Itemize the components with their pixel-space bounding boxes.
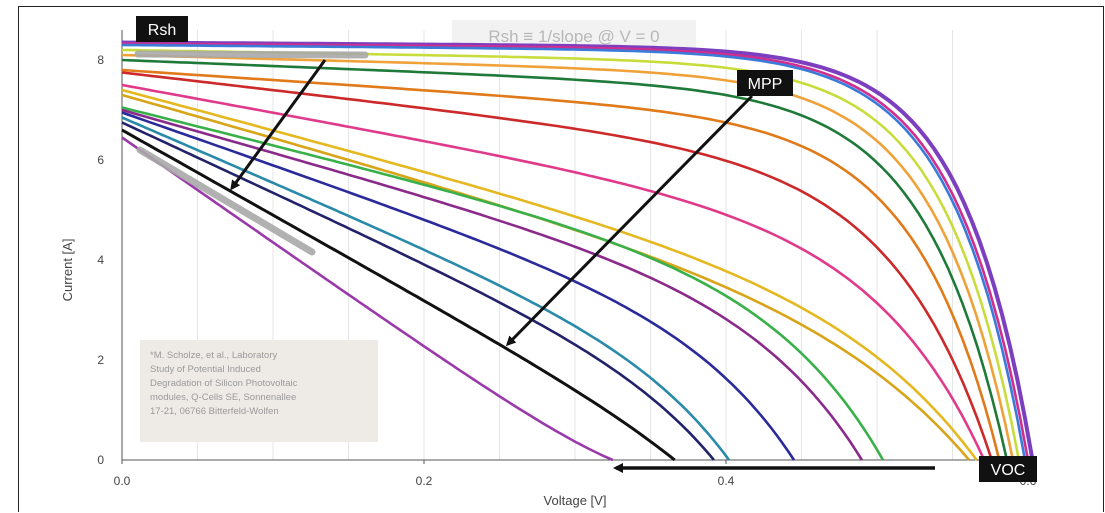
x-tick-label: 0.2 <box>416 474 433 488</box>
rsh-arrow <box>230 59 327 191</box>
x-tick-label: 0.4 <box>718 474 735 488</box>
mpp-tag: MPP <box>748 76 783 93</box>
x-axis-title: Voltage [V] <box>544 493 607 508</box>
iv-curve-line <box>121 58 1009 461</box>
y-tick-label: 2 <box>97 353 104 367</box>
iv-curve-line <box>121 43 1027 461</box>
iv-curves <box>121 40 1035 462</box>
voc-tag-box <box>979 456 1037 482</box>
y-tick-label: 4 <box>97 253 104 267</box>
reference-line-3: Degradation of Silicon Photovoltaic <box>150 378 298 389</box>
iv-curve-line <box>121 116 731 461</box>
iv-curve-line <box>121 68 1001 461</box>
rsh-highlight-bottom <box>136 146 316 256</box>
mpp-tag-box <box>737 70 793 96</box>
iv-curve-line <box>121 71 994 461</box>
y-tick-label: 6 <box>97 153 104 167</box>
reference-line-1: *M. Scholze, et al., Laboratory <box>150 350 278 361</box>
y-tick-label: 8 <box>97 53 104 67</box>
iv-curve-line <box>121 88 978 461</box>
x-tick-labels: 0.00.20.40.6 <box>114 460 1037 488</box>
iv-curve-line <box>121 111 796 461</box>
rsh-tag-box <box>136 16 188 42</box>
reference-line-5: 17-21, 06766 Bitterfeld-Wolfen <box>150 406 279 417</box>
iv-curve-line <box>121 106 885 461</box>
iv-curve-line <box>121 42 1030 461</box>
formula-label: Rsh ≡ 1/slope @ V = 0 <box>488 27 659 46</box>
iv-curve-line <box>121 108 863 461</box>
y-tick-label: 0 <box>97 453 104 467</box>
rsh-tag: Rsh <box>148 22 176 39</box>
y-tick-labels: 0 2 4 6 8 <box>97 53 104 467</box>
iv-curve-line <box>121 128 676 462</box>
iv-curve-line <box>121 53 1015 461</box>
voc-tag: VOC <box>991 462 1026 479</box>
reference-line-2: Study of Potential Induced <box>150 364 261 375</box>
y-axis-title: Current [A] <box>60 239 75 302</box>
reference-line-4: modules, Q-Cells SE, Sonnenallee <box>150 392 296 403</box>
iv-curve-line <box>121 121 715 461</box>
mpp-arrow <box>505 94 754 347</box>
x-tick-label: 0.0 <box>114 474 131 488</box>
reference-box <box>140 340 378 442</box>
iv-curve-line <box>121 83 986 461</box>
iv-curve-line <box>121 136 614 462</box>
rsh-highlight-top <box>134 50 369 59</box>
